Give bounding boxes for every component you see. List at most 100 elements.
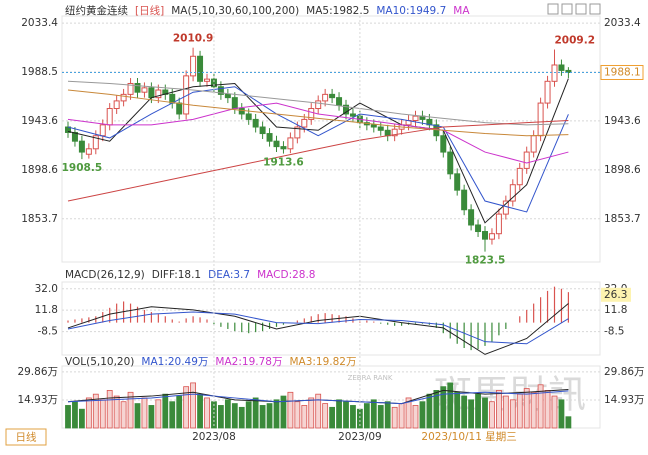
volume-bar — [65, 405, 71, 429]
legend-entry: MACD:28.8 — [257, 269, 315, 281]
indicator-line — [67, 102, 569, 164]
volume-bar — [99, 399, 106, 429]
candle-body — [440, 135, 447, 153]
candle-body — [266, 133, 273, 142]
candle-body — [106, 108, 113, 126]
y-tick-label: 32.0 — [35, 283, 58, 295]
candle-body — [349, 113, 356, 117]
candle-body — [287, 137, 294, 150]
volume-bar — [301, 405, 308, 429]
volume-bar — [148, 405, 155, 429]
extreme-label: 2009.2 — [555, 35, 596, 47]
panel-title: 纽约黄金连续 — [65, 4, 128, 17]
candle-body — [412, 115, 419, 121]
legend-entry: DEA:3.7 — [208, 269, 250, 281]
panel-frame — [61, 15, 601, 263]
volume-bar — [113, 395, 120, 429]
legend-entry: MA3:19.82万 — [289, 356, 356, 368]
indicator-line — [67, 78, 569, 224]
indicator-line — [67, 86, 569, 213]
volume-bar — [287, 391, 294, 429]
volume-bar — [106, 390, 113, 429]
volume-bar — [120, 401, 127, 429]
toolbar-icon[interactable] — [575, 3, 587, 15]
candle-body — [516, 167, 523, 186]
candle-body — [238, 108, 245, 115]
volume-bar — [558, 399, 565, 429]
volume-bar — [85, 397, 92, 429]
volume-bar — [155, 399, 162, 429]
volume-bar — [370, 399, 377, 429]
candle-body — [176, 102, 183, 115]
x-tick-label: 2023/09 — [338, 431, 382, 443]
candle-body — [530, 135, 537, 153]
timeframe-button[interactable] — [5, 428, 47, 446]
candle-body — [99, 124, 106, 137]
extreme-label: 1913.6 — [263, 157, 304, 169]
extreme-label: 1908.5 — [62, 162, 103, 174]
panel-title: VOL(5,10,20) — [65, 356, 134, 368]
timeframe-label[interactable]: 日线 — [16, 431, 37, 444]
candle-body — [558, 64, 565, 71]
volume-bar — [329, 406, 336, 429]
volume-bar — [204, 397, 210, 429]
candle-body — [78, 140, 85, 153]
indicator-line — [67, 303, 569, 355]
legend-entry: MA2:19.78万 — [215, 356, 282, 368]
volume-bar — [461, 395, 468, 429]
toolbar-icon[interactable] — [547, 3, 559, 15]
indicator-line — [67, 89, 569, 137]
candle-body — [127, 82, 134, 95]
volume-bar — [79, 408, 85, 429]
candle-body — [461, 189, 468, 211]
candle-body — [190, 55, 197, 77]
volume-bar — [252, 397, 259, 429]
period-label: [日线] — [135, 4, 164, 17]
volume-bar — [426, 393, 433, 429]
candle-body — [308, 108, 315, 120]
y-tick-label: 2033.4 — [604, 17, 641, 29]
extreme-label: 2010.9 — [173, 33, 214, 45]
volume-bar — [440, 386, 447, 429]
panel-frame — [61, 281, 601, 356]
candle-body — [113, 100, 120, 110]
y-tick-label: 29.86万 — [17, 366, 58, 378]
candle-body — [551, 64, 558, 82]
volume-bar — [273, 399, 280, 429]
y-tick-label: -8.5 — [38, 326, 59, 338]
volume-bar — [454, 391, 461, 429]
volume-bar — [141, 397, 148, 429]
volume-bar — [197, 393, 203, 429]
volume-bar — [280, 395, 287, 429]
candle-body — [447, 151, 454, 175]
y-tick-label: -8.5 — [604, 326, 625, 338]
volume-bar — [363, 403, 370, 429]
candle-body — [85, 148, 92, 155]
indicator-line — [67, 390, 569, 405]
volume-bar — [405, 397, 412, 429]
volume-bar — [495, 390, 502, 429]
y-tick-label: 1988.5 — [21, 66, 58, 78]
volume-bar — [516, 393, 523, 429]
volume-bar — [537, 384, 544, 429]
volume-bar — [245, 401, 252, 429]
candle-body — [252, 118, 259, 128]
volume-bar — [350, 405, 356, 429]
candle-body — [231, 97, 238, 110]
candle-body — [204, 78, 210, 82]
toolbar-icon[interactable] — [589, 3, 601, 15]
volume-bar — [530, 391, 537, 429]
candle-body — [377, 126, 384, 131]
y-tick-label: 14.93万 — [17, 394, 58, 406]
candle-body — [301, 118, 308, 128]
volume-bar — [238, 406, 245, 429]
candle-body — [134, 82, 141, 93]
volume-bar — [322, 403, 329, 429]
volume-bar — [343, 401, 349, 429]
y-tick-label: 1943.6 — [604, 115, 641, 127]
candle-body — [294, 126, 301, 139]
candle-body — [197, 55, 204, 82]
volume-bar — [294, 401, 301, 429]
toolbar-icon[interactable] — [561, 3, 573, 15]
